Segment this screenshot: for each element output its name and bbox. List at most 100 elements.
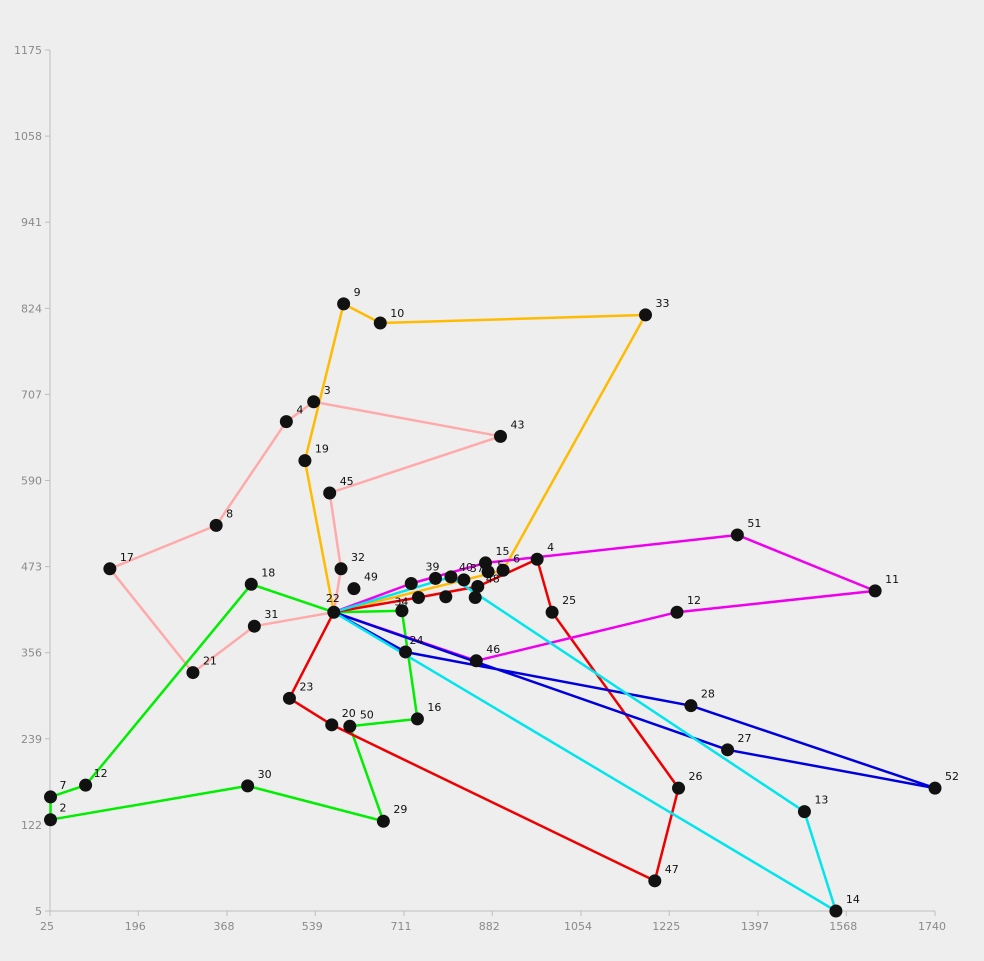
node-point (373, 316, 387, 330)
x-tick-label: 1054 (564, 920, 592, 933)
node-point (496, 563, 510, 577)
y-tick-label: 590 (21, 475, 42, 488)
node-point (481, 565, 495, 579)
node-label: 27 (738, 732, 752, 745)
node-point (347, 582, 361, 596)
nodes (44, 297, 942, 918)
y-tick-label: 356 (21, 647, 42, 660)
node-point (670, 605, 684, 619)
route-6-line (332, 610, 937, 790)
y-tick-label: 122 (21, 819, 42, 832)
node-label: 19 (315, 443, 329, 456)
node-point (829, 904, 843, 918)
node-point (307, 395, 321, 409)
node-label: 4 (296, 404, 303, 417)
node-point (279, 415, 293, 429)
x-tick-label: 368 (214, 920, 235, 933)
node-label: 48 (486, 572, 500, 585)
node-point (79, 778, 93, 792)
node-point (44, 813, 58, 827)
node-label: 16 (427, 701, 441, 714)
node-label: 9 (354, 286, 361, 299)
axes: 25 196 368 539 711 882 1054 1225 1397 1568 1740512… (14, 44, 946, 933)
node-label: 51 (747, 517, 761, 530)
node-point (103, 562, 117, 576)
node-point (337, 297, 351, 311)
node-point (343, 719, 357, 733)
route-7-line (332, 575, 838, 913)
node-point (323, 486, 337, 500)
x-tick-label: 1225 (652, 920, 680, 933)
node-point (410, 712, 424, 726)
node-point (684, 699, 698, 713)
node-label: 25 (562, 594, 576, 607)
node-label: 50 (360, 708, 374, 721)
node-point (721, 743, 735, 757)
y-tick-label: 707 (21, 388, 42, 401)
node-label: 8 (226, 507, 233, 520)
node-label: 24 (410, 634, 424, 647)
node-label: 49 (364, 571, 378, 584)
node-point (469, 654, 483, 668)
node-label: 3 (324, 384, 331, 397)
node-point (241, 779, 255, 793)
node-point (298, 454, 312, 468)
node-label: 12 (687, 594, 701, 607)
node-point (209, 518, 223, 532)
node-label: 7 (60, 779, 67, 792)
node-label: 52 (945, 770, 959, 783)
node-label: 18 (261, 566, 275, 579)
node-label: 37 (470, 562, 484, 575)
node-label: 15 (496, 545, 510, 558)
node-label: 29 (393, 803, 407, 816)
x-tick-label: 711 (391, 920, 412, 933)
node-point (428, 571, 442, 585)
route-2-line (108, 400, 502, 674)
node-label: 4 (547, 541, 554, 554)
node-point (334, 562, 348, 576)
node-label: 21 (203, 655, 217, 668)
node-label: 6 (513, 552, 520, 565)
node-point (797, 805, 811, 819)
node-label: 39 (425, 560, 439, 573)
node-label: 34 (394, 596, 408, 609)
node-point (439, 590, 453, 604)
node-label: 43 (510, 418, 524, 431)
node-label: 14 (846, 893, 860, 906)
node-point (404, 577, 418, 591)
node-label: 30 (258, 768, 272, 781)
node-point (186, 666, 200, 680)
x-tick-label: 1397 (741, 920, 769, 933)
node-point (282, 691, 296, 705)
route-5-line (332, 533, 877, 663)
node-label: 31 (264, 608, 278, 621)
y-tick-label: 473 (21, 561, 42, 574)
y-tick-label: 824 (21, 302, 42, 315)
node-point (376, 814, 390, 828)
node-label: 33 (656, 297, 670, 310)
node-label: 23 (299, 680, 313, 693)
x-tick-label: 196 (125, 920, 146, 933)
node-label: 28 (701, 688, 715, 701)
node-label: 22 (326, 592, 340, 605)
route-3-line (49, 583, 419, 823)
node-label: 46 (486, 643, 500, 656)
node-label: 32 (351, 551, 365, 564)
node-label: 11 (885, 573, 899, 586)
node-label: 2 (60, 802, 67, 815)
node-label: 10 (390, 307, 404, 320)
node-point (730, 528, 744, 542)
node-point (639, 308, 653, 322)
node-point (457, 573, 471, 587)
node-label: 13 (814, 794, 828, 807)
node-point (471, 579, 485, 593)
node-point (444, 570, 458, 584)
node-point (411, 591, 425, 605)
x-tick-label: 1568 (829, 920, 857, 933)
node-label: 40 (459, 561, 473, 574)
node-label: 17 (120, 551, 134, 564)
y-tick-label: 1058 (14, 130, 42, 143)
node-point (545, 605, 559, 619)
